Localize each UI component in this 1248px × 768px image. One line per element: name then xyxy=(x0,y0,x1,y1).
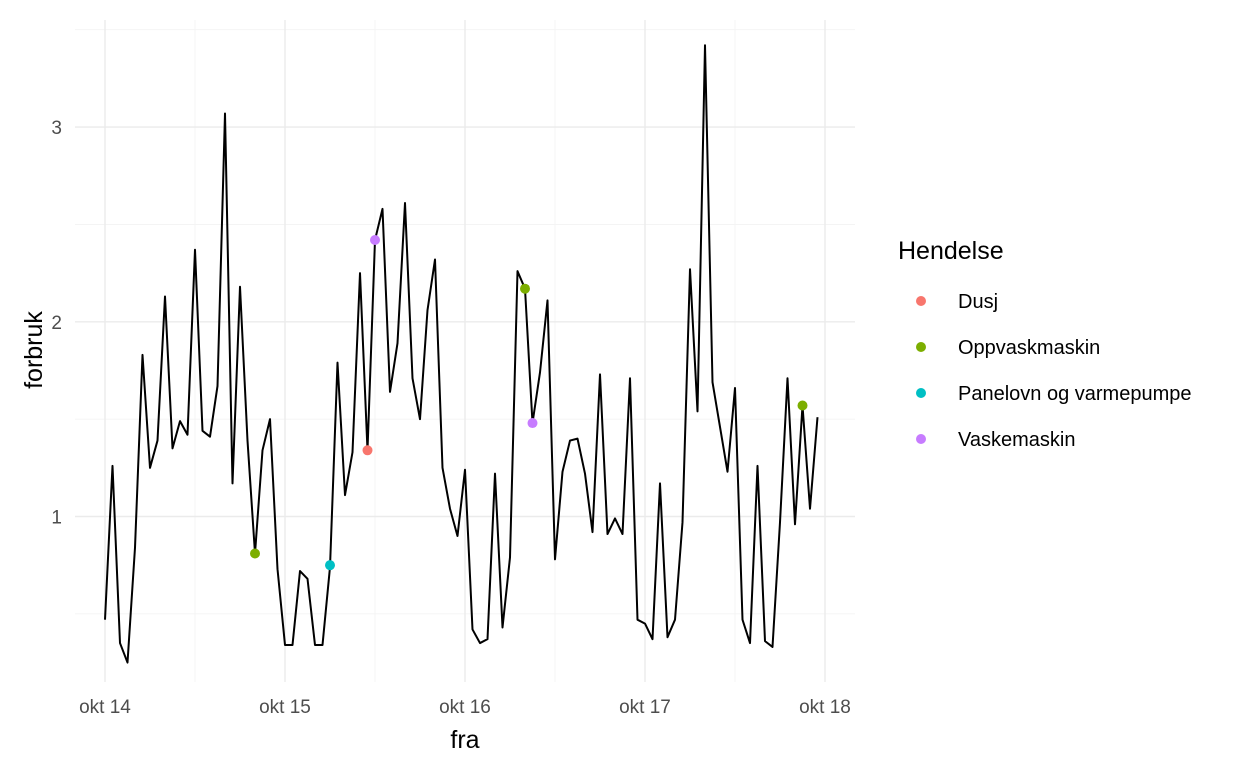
event-point xyxy=(250,548,260,559)
event-point xyxy=(797,400,808,411)
event-point xyxy=(362,445,373,456)
grid xyxy=(75,20,855,682)
legend-label: Dusj xyxy=(958,291,998,313)
y-axis-ticks: 1 2 3 xyxy=(51,118,62,528)
y-tick-label: 2 xyxy=(51,313,62,334)
x-tick-label: okt 16 xyxy=(439,697,491,718)
legend-key xyxy=(916,388,926,398)
legend-label: Oppvaskmaskin xyxy=(958,337,1100,359)
event-point xyxy=(370,235,380,246)
event-point xyxy=(527,418,538,429)
x-tick-label: okt 18 xyxy=(799,697,851,718)
y-axis-title: forbruk xyxy=(20,311,48,389)
legend: Hendelse Dusj Oppvaskmaskin Panelovn og va… xyxy=(898,237,1191,451)
legend-key xyxy=(916,296,926,306)
consumption-series xyxy=(104,44,819,664)
x-tick-label: okt 17 xyxy=(619,697,671,718)
legend-label: Vaskemaskin xyxy=(958,429,1075,451)
legend-title: Hendelse xyxy=(898,237,1004,265)
legend-key xyxy=(916,434,926,444)
consumption-line xyxy=(104,44,819,664)
x-tick-label: okt 14 xyxy=(79,697,131,718)
event-point xyxy=(325,560,335,571)
event-point xyxy=(520,283,530,294)
y-tick-label: 3 xyxy=(51,118,62,139)
x-axis-ticks: okt 14 okt 15 okt 16 okt 17 okt 18 xyxy=(79,697,851,718)
legend-key xyxy=(916,342,926,352)
x-axis-title: fra xyxy=(450,726,479,754)
event-points xyxy=(250,235,808,571)
x-tick-label: okt 15 xyxy=(259,697,311,718)
legend-items: Dusj Oppvaskmaskin Panelovn og varmepumpe V… xyxy=(916,291,1191,451)
y-tick-label: 1 xyxy=(51,508,62,529)
legend-label: Panelovn og varmepumpe xyxy=(958,383,1191,405)
